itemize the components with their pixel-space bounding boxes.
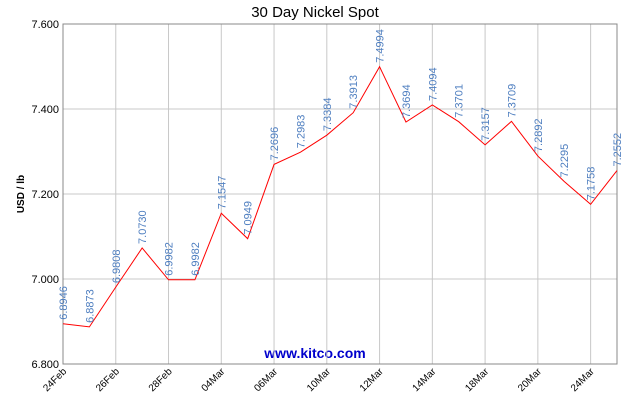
value-label: 7.4994 [375,29,387,63]
x-tick-label: 12Mar [358,366,386,394]
x-tick-label: 24Mar [569,366,597,394]
plot-frame [62,23,618,365]
value-label: 7.2696 [269,127,281,161]
value-label: 7.3694 [401,84,413,118]
value-label: 7.3157 [480,107,492,141]
y-tick-label: 7.400 [31,104,59,116]
value-label: 7.2892 [533,118,545,152]
value-label: 6.9808 [111,250,123,284]
x-tick-label: 20Mar [516,366,544,394]
value-label: 6.8946 [58,286,70,320]
x-tick-label: 28Feb [147,366,175,394]
y-tick-label: 6.800 [31,359,59,371]
x-tick-label: 04Mar [200,366,228,394]
value-label: 7.2983 [295,115,307,149]
value-label: 7.1547 [216,176,228,210]
x-tick-label: 10Mar [305,366,333,394]
value-label: 7.4094 [427,67,439,101]
value-label: 7.3701 [454,84,466,118]
y-tick-label: 7.200 [31,189,59,201]
y-tick-label: 7.600 [31,19,59,31]
chart-title: 30 Day Nickel Spot [251,4,379,21]
value-label: 6.8873 [84,289,96,323]
value-label: 7.3709 [506,84,518,118]
watermark: www.kitco.com [263,345,365,361]
value-label: 6.9982 [190,242,202,276]
value-label: 7.0949 [243,201,255,235]
x-tick-label: 14Mar [411,366,439,394]
x-tick-label: 26Feb [94,366,122,394]
value-label: 7.1758 [586,167,598,201]
value-label: 6.9982 [164,242,176,276]
data-line [62,65,618,328]
value-label: 7.3384 [322,98,334,132]
value-label: 7.2295 [559,144,571,178]
x-tick-label: 06Mar [252,366,280,394]
y-axis-label: USD / lb [16,175,27,213]
y-tick-label: 7.000 [31,274,59,286]
value-label: 7.0730 [137,210,149,244]
value-label: 7.2552 [612,133,624,167]
x-tick-label: 18Mar [463,366,491,394]
value-label: 7.3913 [348,75,360,109]
